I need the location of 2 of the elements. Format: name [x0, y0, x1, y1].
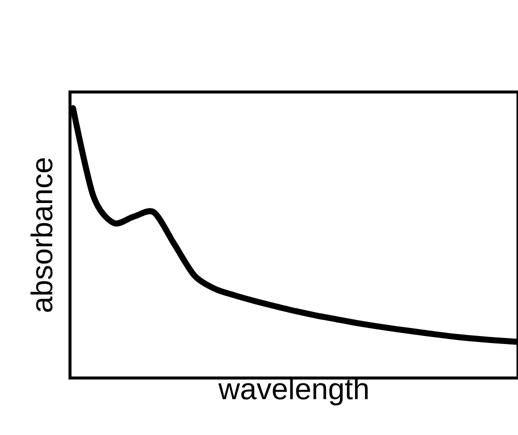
x-axis-title: wavelength — [218, 378, 368, 406]
y-axis-title: absorbance — [30, 158, 52, 312]
